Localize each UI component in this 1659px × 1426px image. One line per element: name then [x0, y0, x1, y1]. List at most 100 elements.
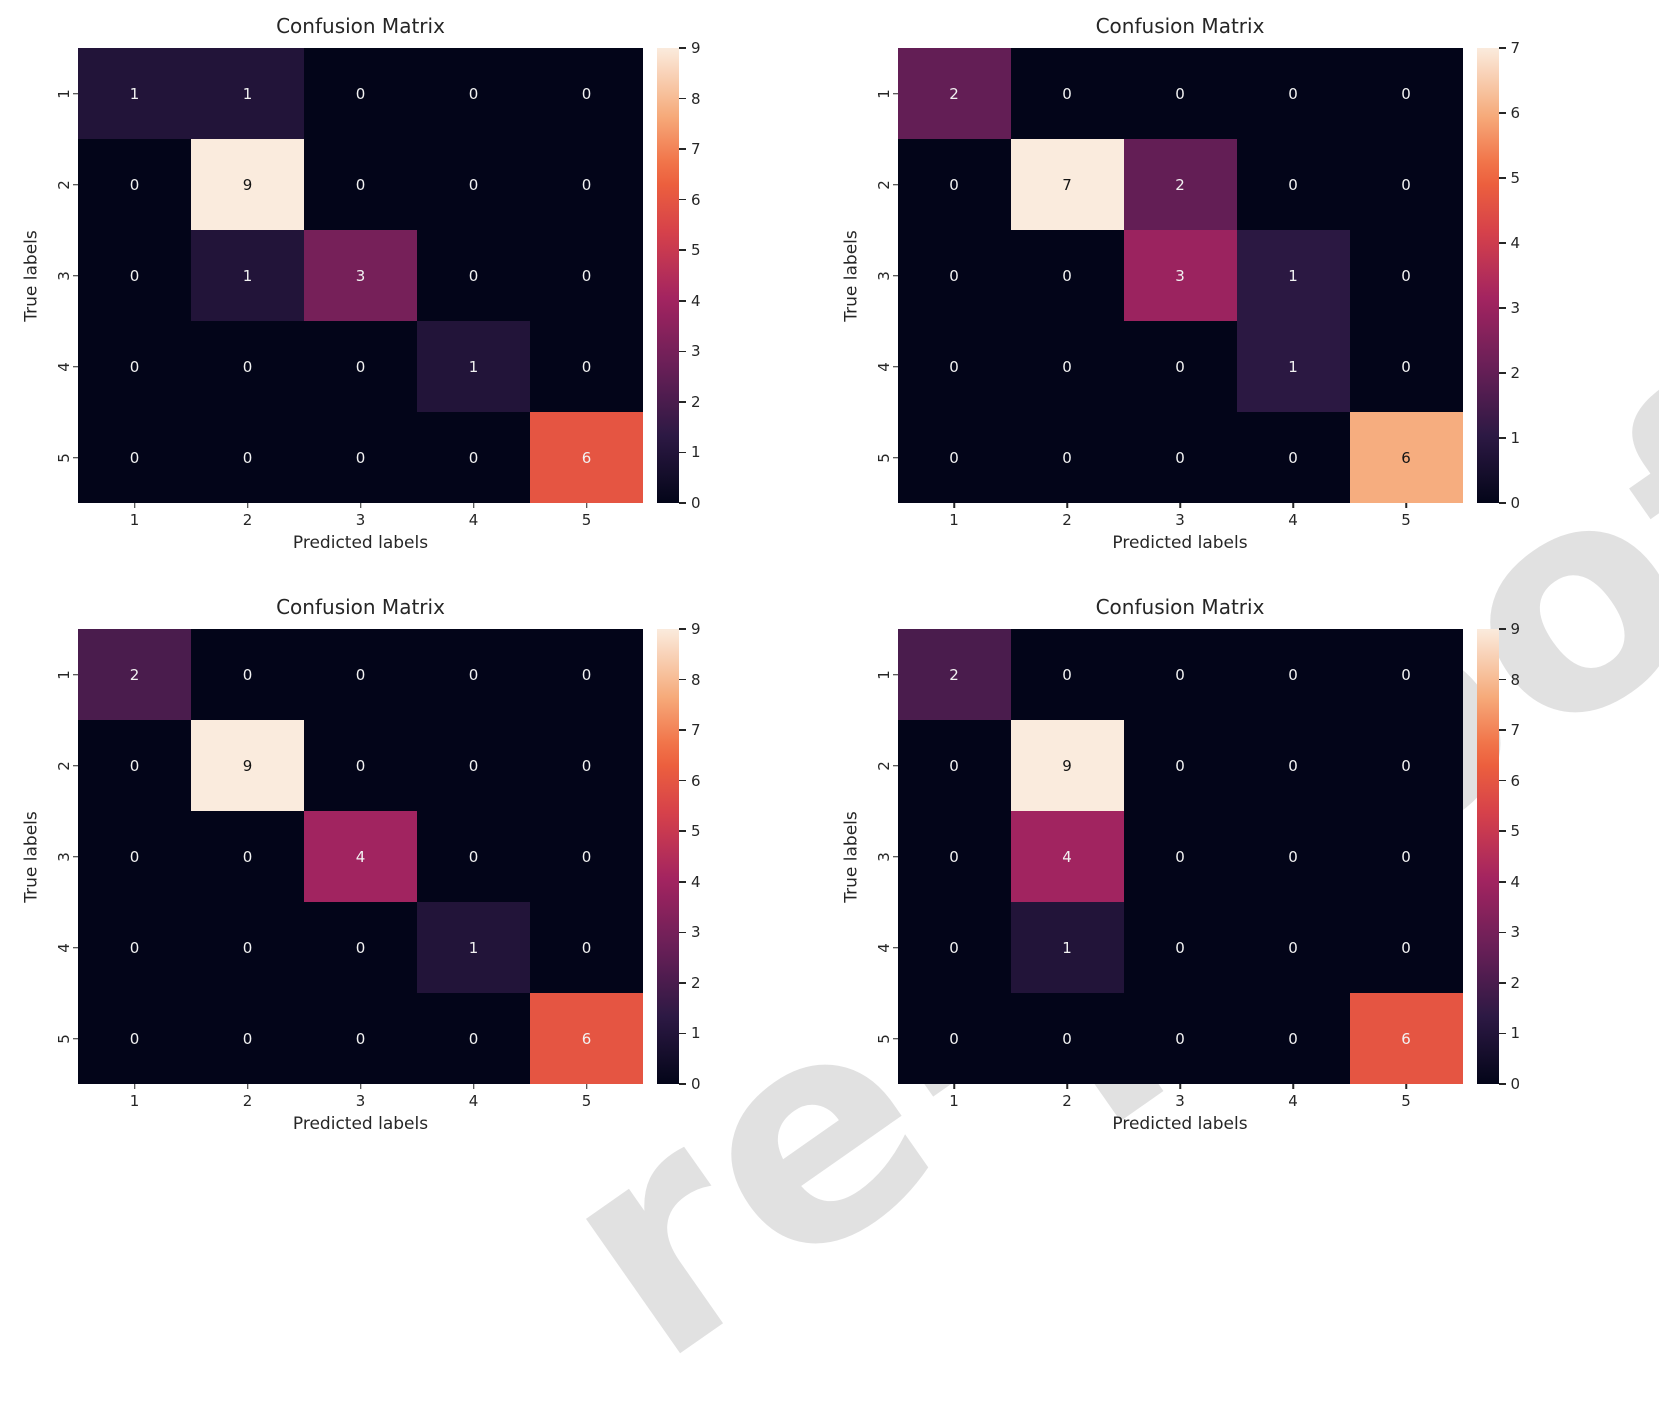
y-axis-label: True labels — [840, 629, 864, 1084]
colorbar-tick-label: 6 — [1499, 772, 1521, 790]
colorbar-tick-mark — [679, 1033, 686, 1035]
heatmap-cell: 0 — [530, 48, 643, 139]
y-tick-label: 1 — [44, 48, 78, 139]
x-tick-label: 2 — [1011, 1084, 1124, 1110]
heatmap-cell: 0 — [417, 230, 530, 321]
heatmap-cell: 0 — [1124, 720, 1237, 811]
colorbar-tick-mark — [679, 249, 686, 251]
colorbar-tick-mark — [1499, 502, 1506, 504]
colorbar-tick-label: 9 — [1499, 620, 1521, 638]
x-tick-label: 5 — [530, 1084, 643, 1110]
colorbar-gradient — [657, 48, 679, 503]
heatmap-cell: 0 — [1124, 902, 1237, 993]
colorbar-tick-mark — [679, 1083, 686, 1085]
heatmap-cell: 0 — [1237, 48, 1350, 139]
heatmap-cell: 0 — [530, 629, 643, 720]
colorbar-tick-label: 5 — [679, 241, 701, 259]
heatmap-cell: 0 — [1124, 993, 1237, 1084]
heatmap-cell: 2 — [1124, 139, 1237, 230]
heatmap-cell: 0 — [304, 412, 417, 503]
colorbar-gradient — [657, 629, 679, 1084]
colorbar-tick-label: 2 — [679, 974, 701, 992]
heatmap-cell: 0 — [191, 412, 304, 503]
heatmap-cell: 0 — [1124, 321, 1237, 412]
heatmap-cell: 0 — [1237, 629, 1350, 720]
heatmap-cell: 0 — [1237, 139, 1350, 230]
heatmap-cell: 0 — [1237, 412, 1350, 503]
heatmap-cell: 0 — [417, 629, 530, 720]
heatmap-cell: 7 — [1011, 139, 1124, 230]
heatmap-cell: 0 — [304, 993, 417, 1084]
y-tick-label: 5 — [864, 993, 898, 1084]
y-tick-label: 5 — [44, 412, 78, 503]
y-tick-label: 1 — [864, 629, 898, 720]
heatmap-cell: 0 — [191, 629, 304, 720]
heatmap-cell: 9 — [191, 139, 304, 230]
x-tick-label: 5 — [1350, 1084, 1463, 1110]
colorbar-tick-mark — [1499, 982, 1506, 984]
heatmap-cell: 2 — [898, 629, 1011, 720]
heatmap-cell: 0 — [1350, 48, 1463, 139]
y-tick-label: 1 — [44, 629, 78, 720]
colorbar-tick-label: 3 — [679, 923, 701, 941]
heatmap-cell: 0 — [191, 993, 304, 1084]
heatmap-cell: 0 — [1350, 139, 1463, 230]
heatmap-cell: 3 — [1124, 230, 1237, 321]
colorbar-tick-label: 0 — [1499, 494, 1521, 512]
heatmap-cell: 0 — [1350, 902, 1463, 993]
x-axis-label: Predicted labels — [898, 533, 1463, 553]
colorbar-tick-label: 7 — [1499, 39, 1521, 57]
colorbar-tick-mark — [1499, 628, 1506, 630]
x-tick-label: 3 — [304, 503, 417, 529]
x-tick-label: 4 — [1237, 1084, 1350, 1110]
colorbar-tick-mark — [679, 98, 686, 100]
heatmap-cell: 0 — [1237, 720, 1350, 811]
colorbar-tick-label: 1 — [1499, 429, 1521, 447]
colorbar-tick-mark — [679, 729, 686, 731]
chart-title: Confusion Matrix — [78, 14, 643, 38]
heatmap-cell: 0 — [898, 811, 1011, 902]
colorbar-tick-mark — [679, 932, 686, 934]
heatmap-cell: 4 — [304, 811, 417, 902]
y-tick-label: 5 — [44, 993, 78, 1084]
colorbar-gradient — [1477, 629, 1499, 1084]
x-tick-label: 2 — [1011, 503, 1124, 529]
heatmap-cell: 0 — [417, 139, 530, 230]
colorbar-tick-label: 0 — [1499, 1075, 1521, 1093]
heatmap-cell: 0 — [530, 230, 643, 321]
x-tick-label: 3 — [304, 1084, 417, 1110]
colorbar-tick-mark — [1499, 729, 1506, 731]
heatmap-cell: 0 — [898, 321, 1011, 412]
heatmap-cell: 0 — [530, 139, 643, 230]
colorbar-tick-mark — [679, 300, 686, 302]
colorbar-tick-label: 2 — [1499, 974, 1521, 992]
x-axis-label: Predicted labels — [78, 1114, 643, 1134]
figure: re-proofs Confusion Matrix True labels 1… — [0, 0, 1659, 1235]
heatmap-cell: 9 — [1011, 720, 1124, 811]
colorbar-tick-mark — [1499, 881, 1506, 883]
heatmap-cell: 0 — [530, 321, 643, 412]
heatmap-cell: 0 — [1350, 811, 1463, 902]
x-tick-label: 2 — [191, 1084, 304, 1110]
heatmap-cell: 6 — [530, 993, 643, 1084]
x-tick-label: 3 — [1124, 503, 1237, 529]
y-tick-label: 2 — [44, 720, 78, 811]
heatmap-cell: 0 — [1124, 629, 1237, 720]
heatmap-cell: 0 — [304, 139, 417, 230]
colorbar-tick-label: 2 — [1499, 364, 1521, 382]
heatmap-cell: 3 — [304, 230, 417, 321]
